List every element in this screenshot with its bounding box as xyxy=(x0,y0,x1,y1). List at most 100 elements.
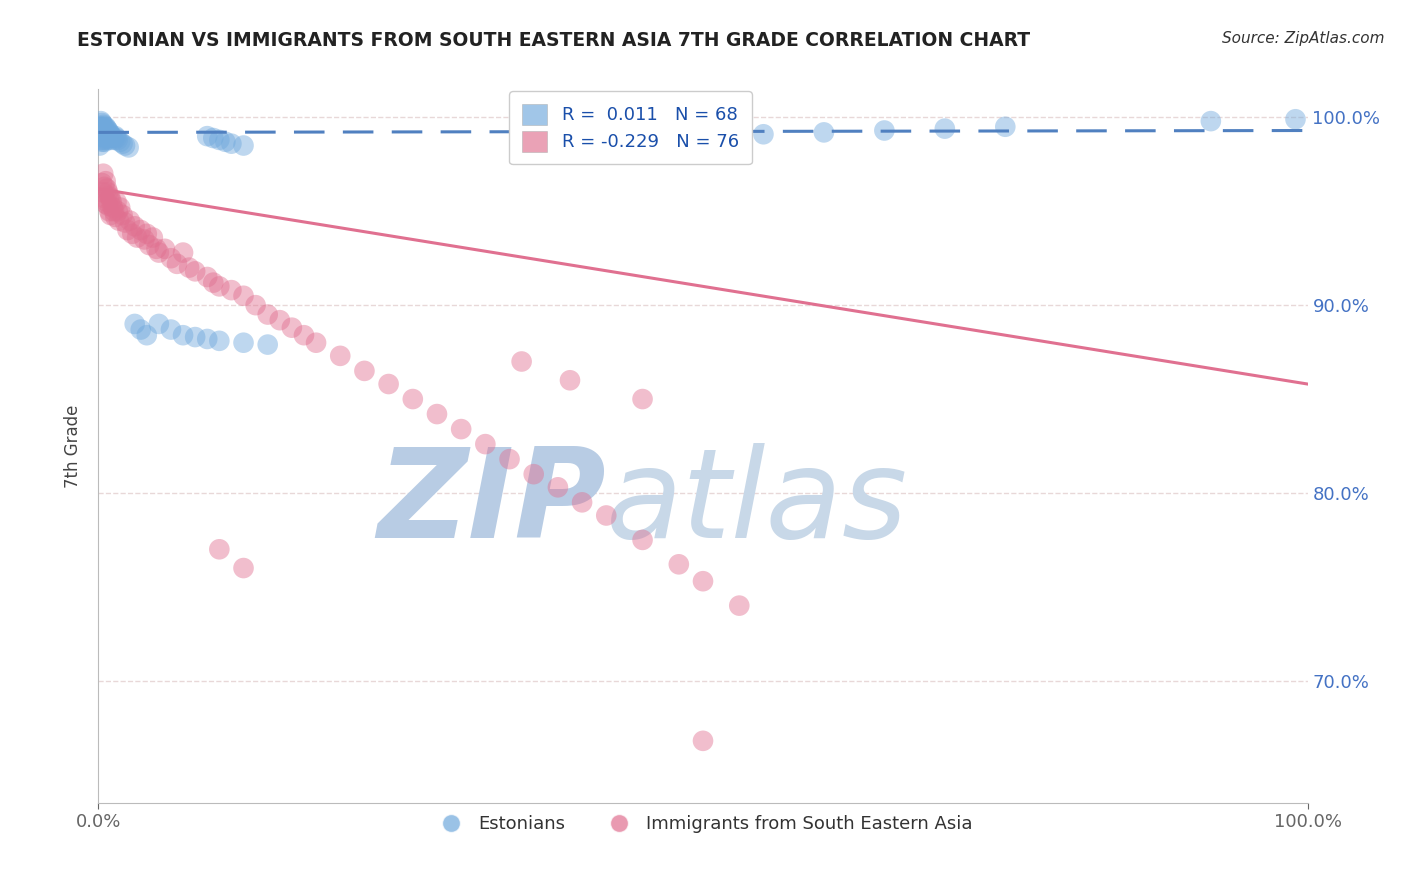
Point xyxy=(148,245,170,260)
Point xyxy=(595,508,617,523)
Point xyxy=(100,194,122,209)
Point xyxy=(184,264,207,278)
Point xyxy=(89,138,111,153)
Point xyxy=(160,251,183,265)
Point xyxy=(127,230,149,244)
Point xyxy=(221,283,243,297)
Point xyxy=(208,542,231,557)
Point xyxy=(90,123,112,137)
Point xyxy=(105,131,128,145)
Point xyxy=(138,238,160,252)
Point xyxy=(103,204,125,219)
Point xyxy=(89,129,111,144)
Point xyxy=(292,328,315,343)
Point xyxy=(121,227,143,241)
Point xyxy=(101,131,124,145)
Point xyxy=(329,349,352,363)
Point xyxy=(692,574,714,589)
Point xyxy=(96,121,118,136)
Point xyxy=(100,208,122,222)
Point xyxy=(98,125,121,139)
Point xyxy=(402,392,425,406)
Point xyxy=(91,116,114,130)
Point xyxy=(94,120,117,134)
Point xyxy=(91,133,114,147)
Point xyxy=(214,135,236,149)
Point xyxy=(558,373,581,387)
Text: Source: ZipAtlas.com: Source: ZipAtlas.com xyxy=(1222,31,1385,46)
Point xyxy=(91,176,114,190)
Point xyxy=(221,136,243,151)
Text: atlas: atlas xyxy=(606,442,908,564)
Point xyxy=(90,133,112,147)
Point xyxy=(208,279,231,293)
Point xyxy=(91,128,114,142)
Point xyxy=(114,215,136,229)
Text: ZIP: ZIP xyxy=(378,442,606,564)
Point xyxy=(91,125,114,139)
Point xyxy=(153,242,176,256)
Point xyxy=(232,138,254,153)
Point xyxy=(195,129,218,144)
Point xyxy=(202,276,225,290)
Point xyxy=(103,133,125,147)
Point xyxy=(104,129,127,144)
Point xyxy=(1284,112,1306,127)
Point xyxy=(96,133,118,147)
Text: ESTONIAN VS IMMIGRANTS FROM SOUTH EASTERN ASIA 7TH GRADE CORRELATION CHART: ESTONIAN VS IMMIGRANTS FROM SOUTH EASTER… xyxy=(77,31,1031,50)
Point xyxy=(631,392,654,406)
Point xyxy=(245,298,267,312)
Point xyxy=(108,135,131,149)
Point xyxy=(692,129,714,144)
Point xyxy=(97,129,120,144)
Point xyxy=(96,128,118,142)
Point xyxy=(752,128,775,142)
Point xyxy=(107,204,129,219)
Point xyxy=(571,495,593,509)
Point xyxy=(934,121,956,136)
Point xyxy=(91,129,114,144)
Point xyxy=(450,422,472,436)
Point xyxy=(117,223,139,237)
Point xyxy=(101,201,124,215)
Point xyxy=(160,322,183,336)
Point xyxy=(111,208,134,222)
Point xyxy=(118,140,141,154)
Point xyxy=(89,120,111,134)
Point xyxy=(523,467,546,482)
Point xyxy=(96,194,118,209)
Point xyxy=(232,289,254,303)
Point xyxy=(100,191,122,205)
Point xyxy=(195,270,218,285)
Point xyxy=(692,734,714,748)
Point xyxy=(118,213,141,227)
Point xyxy=(668,558,690,572)
Point xyxy=(547,480,569,494)
Point xyxy=(184,330,207,344)
Point xyxy=(91,167,114,181)
Point xyxy=(96,182,118,196)
Point xyxy=(100,129,122,144)
Point xyxy=(195,332,218,346)
Point xyxy=(474,437,496,451)
Point xyxy=(94,196,117,211)
Point xyxy=(994,120,1017,134)
Point xyxy=(135,227,157,241)
Point xyxy=(100,128,122,142)
Point xyxy=(94,125,117,139)
Point xyxy=(145,242,167,256)
Point xyxy=(91,118,114,132)
Point xyxy=(256,308,278,322)
Point xyxy=(129,322,152,336)
Point xyxy=(91,135,114,149)
Point xyxy=(426,407,449,421)
Point xyxy=(97,123,120,137)
Point xyxy=(93,129,115,144)
Point xyxy=(172,245,194,260)
Point xyxy=(142,230,165,244)
Point xyxy=(269,313,291,327)
Point xyxy=(232,561,254,575)
Point xyxy=(91,121,114,136)
Point xyxy=(377,377,399,392)
Point xyxy=(90,129,112,144)
